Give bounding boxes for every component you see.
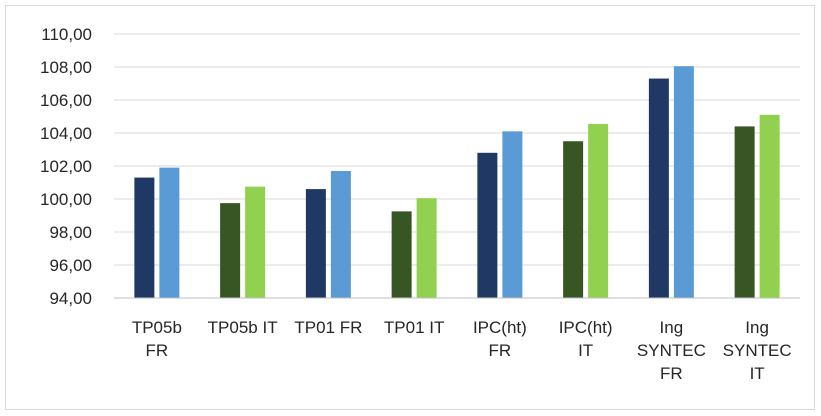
bar-series-2 [588, 123, 609, 298]
bar-series-1 [648, 78, 669, 298]
y-tick-label: 106,00 [40, 91, 92, 110]
x-category-label: TP05b FR [132, 318, 182, 360]
bar-series-2 [330, 170, 351, 298]
x-category-label-line: TP01 IT [384, 318, 444, 337]
x-category-label: Ing SYNTEC FR [637, 318, 706, 383]
gridlines [114, 33, 800, 266]
x-category-label-line: IPC(ht) [559, 318, 613, 337]
bar-series-1 [477, 152, 498, 298]
y-tick-label: 102,00 [40, 157, 92, 176]
x-category-label-line: TP05b IT [208, 318, 278, 337]
bar-series-1 [305, 189, 326, 298]
x-category-label-line: IT [578, 341, 593, 360]
bar-series-1 [391, 211, 412, 298]
bar-series-2 [245, 186, 266, 298]
x-category-label-line: Ing [660, 318, 684, 337]
bars [134, 66, 780, 299]
bar-series-2 [673, 66, 694, 298]
x-category-label-line: FR [489, 341, 512, 360]
bar-series-2 [416, 198, 437, 298]
y-tick-label: 100,00 [40, 190, 92, 209]
x-category-label: IPC(ht) FR [473, 318, 527, 360]
x-category-label: TP05b IT [208, 318, 278, 337]
x-category-label-line: IPC(ht) [473, 318, 527, 337]
bar-series-2 [759, 114, 780, 298]
x-category-label-line: SYNTEC [637, 341, 706, 360]
x-category-label: TP01 IT [384, 318, 444, 337]
x-category-label-line: TP01 FR [294, 318, 362, 337]
y-tick-label: 104,00 [40, 124, 92, 143]
x-category-label: TP01 FR [294, 318, 362, 337]
bar-series-1 [563, 141, 584, 298]
bar-series-2 [159, 167, 180, 298]
y-tick-label: 98,00 [49, 223, 92, 242]
bar-series-1 [220, 203, 241, 298]
y-axis-tick-labels: 94,00 96,00 98,00 100,00 102,00 104,00 106,00 1… [40, 25, 92, 308]
x-category-label: Ing SYNTEC IT [723, 318, 792, 383]
y-tick-label: 108,00 [40, 58, 92, 77]
bar-series-1 [134, 177, 155, 298]
x-category-label-line: Ing [745, 318, 769, 337]
x-category-label-line: FR [660, 364, 683, 383]
x-category-label: IPC(ht) IT [559, 318, 613, 360]
bar-series-1 [734, 126, 755, 299]
y-tick-label: 96,00 [49, 256, 92, 275]
y-tick-label: 110,00 [41, 25, 92, 44]
x-category-label-line: FR [146, 341, 169, 360]
x-category-label-line: IT [750, 364, 765, 383]
bar-series-2 [502, 131, 523, 298]
y-tick-label: 94,00 [49, 289, 92, 308]
x-category-label-line: SYNTEC [723, 341, 792, 360]
x-category-label-line: TP05b [132, 318, 182, 337]
